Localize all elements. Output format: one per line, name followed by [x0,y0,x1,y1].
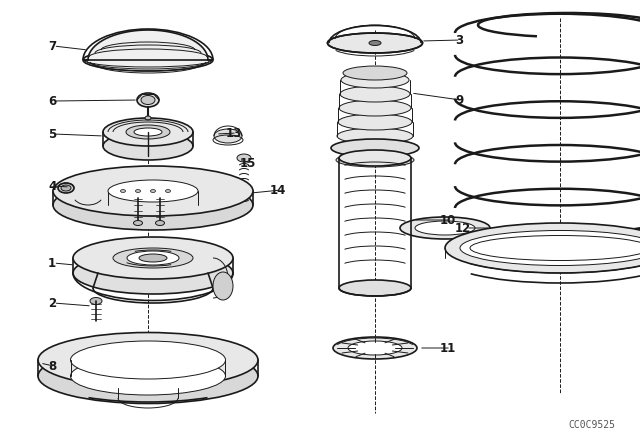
Ellipse shape [38,332,258,388]
Ellipse shape [415,221,475,235]
Ellipse shape [343,66,407,80]
Ellipse shape [333,337,417,359]
Ellipse shape [348,341,402,355]
Ellipse shape [113,248,193,268]
Ellipse shape [61,185,71,191]
Ellipse shape [70,341,225,379]
Text: 11: 11 [440,341,456,354]
Polygon shape [83,30,213,60]
Ellipse shape [73,252,233,294]
Text: 1: 1 [48,257,56,270]
Ellipse shape [237,154,251,162]
Ellipse shape [108,194,198,216]
Ellipse shape [341,72,409,88]
Ellipse shape [328,33,422,53]
Ellipse shape [83,49,213,71]
Text: CC0C9525: CC0C9525 [568,420,615,430]
Ellipse shape [90,297,102,305]
Text: 6: 6 [48,95,56,108]
Ellipse shape [340,86,410,102]
Ellipse shape [400,217,490,239]
Ellipse shape [103,118,193,146]
Ellipse shape [136,190,141,193]
Ellipse shape [139,254,167,262]
Ellipse shape [137,93,159,107]
Ellipse shape [134,128,162,136]
Text: 15: 15 [240,156,257,169]
Ellipse shape [339,280,411,296]
Ellipse shape [134,220,143,225]
Text: 8: 8 [48,359,56,372]
Ellipse shape [337,128,413,144]
Ellipse shape [126,125,170,139]
Ellipse shape [120,190,125,193]
Ellipse shape [339,100,411,116]
Ellipse shape [445,223,640,273]
Text: 9: 9 [455,94,463,107]
Ellipse shape [213,272,233,300]
Text: 12: 12 [455,221,471,234]
Ellipse shape [108,180,198,202]
Text: 7: 7 [48,39,56,52]
Ellipse shape [460,231,640,266]
Ellipse shape [70,357,225,395]
Ellipse shape [166,190,170,193]
Ellipse shape [145,116,151,120]
Text: 4: 4 [48,180,56,193]
Ellipse shape [339,150,411,166]
Ellipse shape [141,95,155,104]
Ellipse shape [53,180,253,230]
Text: 13: 13 [226,126,243,139]
Text: 14: 14 [270,184,286,197]
Ellipse shape [338,143,412,157]
Ellipse shape [150,190,156,193]
Ellipse shape [73,237,233,279]
Ellipse shape [156,220,164,225]
Text: 2: 2 [48,297,56,310]
Ellipse shape [338,114,412,130]
Ellipse shape [369,40,381,46]
Ellipse shape [53,166,253,216]
Ellipse shape [127,251,179,265]
Ellipse shape [103,132,193,160]
Ellipse shape [336,153,414,167]
Text: 10: 10 [440,214,456,227]
Text: 3: 3 [455,34,463,47]
Text: 5: 5 [48,128,56,141]
Ellipse shape [214,129,242,143]
Ellipse shape [331,139,419,157]
Ellipse shape [38,349,258,404]
Ellipse shape [58,183,74,193]
